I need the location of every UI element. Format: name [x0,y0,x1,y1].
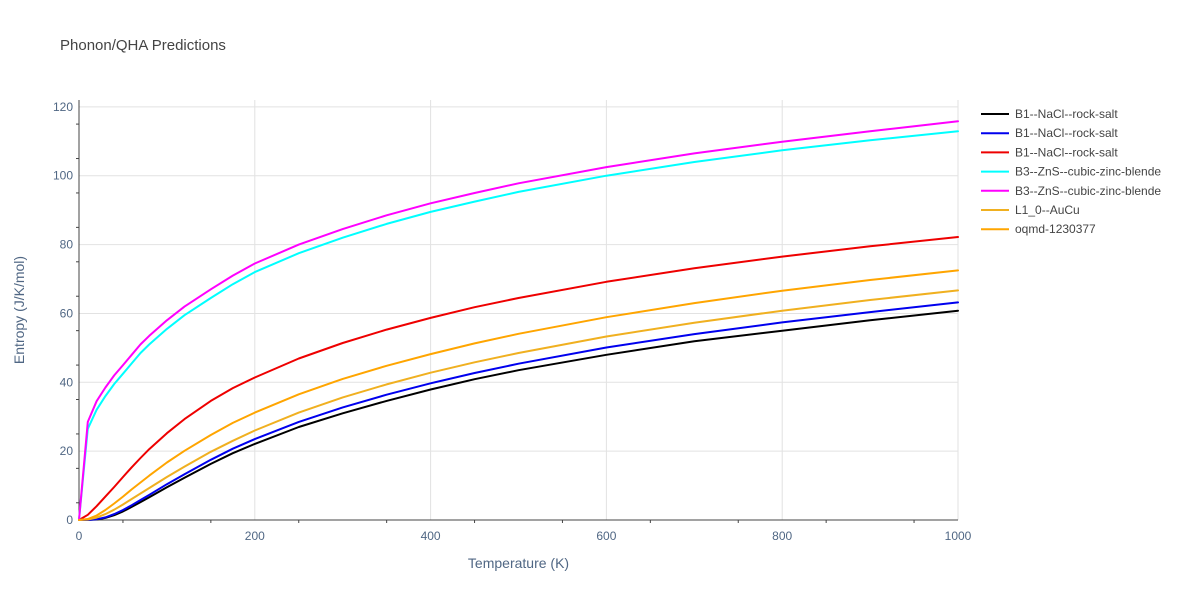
x-tick-label: 600 [596,529,616,543]
legend-item[interactable]: B1--NaCl--rock-salt [981,107,1118,121]
series-line-2[interactable] [78,301,959,521]
legend-label: B3--ZnS--cubic-zinc-blende [1015,184,1161,198]
legend-label: B1--NaCl--rock-salt [1015,107,1118,121]
x-tick-label: 0 [76,529,83,543]
legend-item[interactable]: B1--NaCl--rock-salt [981,145,1118,159]
chart-title: Phonon/QHA Predictions [60,37,226,54]
y-tick-label: 20 [60,444,74,458]
y-tick-label: 100 [53,169,73,183]
series-line-4[interactable] [78,130,959,521]
series-line-3[interactable] [78,236,959,521]
y-tick-label: 80 [60,238,74,252]
legend-item[interactable]: B3--ZnS--cubic-zinc-blende [981,184,1161,198]
x-tick-label: 1000 [945,529,972,543]
legend-item[interactable]: L1_0--AuCu [981,203,1080,217]
y-tick-label: 40 [60,375,74,389]
legend-item[interactable]: B1--NaCl--rock-salt [981,126,1118,140]
legend-label: oqmd-1230377 [1015,222,1096,236]
x-tick-label: 800 [772,529,792,543]
series-line-5[interactable] [78,120,959,521]
legend[interactable]: B1--NaCl--rock-salt B1--NaCl--rock-salt B1… [981,107,1161,236]
x-tick-label: 200 [245,529,265,543]
series-line-1[interactable] [78,309,959,521]
legend-label: B3--ZnS--cubic-zinc-blende [1015,165,1161,179]
series-line-7[interactable] [78,269,959,521]
legend-label: B1--NaCl--rock-salt [1015,126,1118,140]
series-line-6[interactable] [78,289,959,521]
legend-item[interactable]: oqmd-1230377 [981,222,1096,236]
axes: 0 200 400 600 800 1000 0 20 40 60 80 100 120 [53,100,972,543]
y-tick-label: 60 [60,306,74,320]
x-axis-title: Temperature (K) [468,555,569,571]
y-tick-label: 0 [66,513,73,527]
y-tick-label: 120 [53,100,73,114]
legend-label: B1--NaCl--rock-salt [1015,145,1118,159]
series-lines[interactable] [78,120,959,521]
legend-label: L1_0--AuCu [1015,203,1080,217]
legend-item[interactable]: B3--ZnS--cubic-zinc-blende [981,165,1161,179]
y-axis-title: Entropy (J/K/mol) [11,256,27,364]
x-tick-label: 400 [421,529,441,543]
